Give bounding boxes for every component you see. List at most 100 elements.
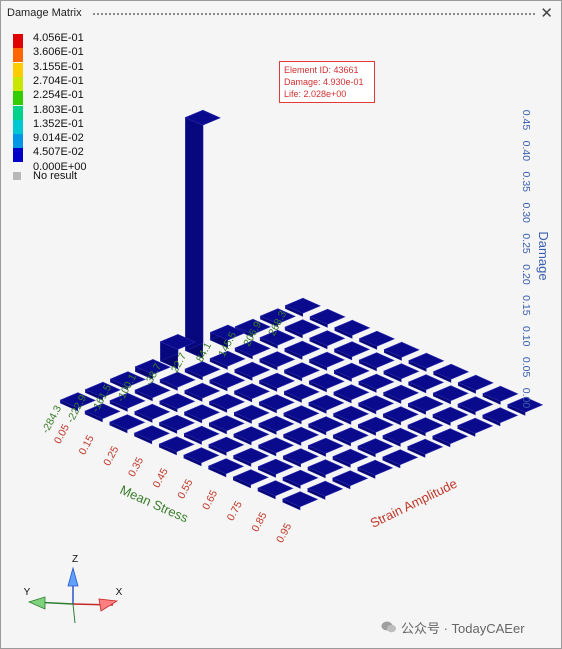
damage-cell	[307, 480, 344, 500]
strain-tick-label: 0.45	[151, 466, 171, 490]
damage-cell	[159, 393, 196, 413]
damage-cell	[383, 363, 420, 383]
y-arrow-icon	[27, 596, 46, 610]
legend-label: 4.507E-02	[33, 146, 84, 159]
bar-face-top	[357, 438, 394, 455]
triad-stem	[72, 603, 76, 624]
bar-face-top	[507, 396, 544, 413]
bar-face-top	[234, 361, 271, 378]
damage-cell	[134, 358, 171, 380]
bar-face-top	[382, 427, 419, 444]
damage-cell	[309, 330, 346, 350]
bar-face-top	[233, 404, 270, 421]
bar-face-top	[284, 319, 321, 336]
bar-face-top	[207, 458, 245, 475]
legend-swatch	[13, 148, 23, 163]
damage-cell	[382, 406, 419, 426]
damage-cell	[334, 319, 371, 339]
bar-face-top	[159, 371, 196, 388]
bar-face-top	[184, 361, 221, 378]
legend-label: 0.000E+00	[33, 160, 87, 173]
damage-cell	[282, 469, 319, 489]
bar-face-top	[358, 373, 395, 390]
bar-face-top	[134, 359, 171, 375]
bar-face-top	[407, 438, 444, 455]
strain-tick-label: 0.15	[77, 433, 97, 457]
bar-face-top	[332, 405, 370, 422]
drag-handle[interactable]	[93, 13, 535, 15]
strain-tick-label: 0.35	[126, 455, 146, 479]
damage-cell	[283, 362, 321, 382]
damage-cell	[84, 403, 121, 423]
damage-cell	[284, 297, 321, 317]
bar-face-top	[134, 382, 171, 399]
damage-cell	[84, 381, 121, 401]
bar-face-top	[159, 334, 196, 350]
damage-cell	[307, 416, 345, 436]
bar-face-top	[332, 470, 369, 487]
bar-face-top	[209, 324, 246, 341]
legend-label: 3.155E-01	[33, 60, 84, 73]
damage-cell	[232, 469, 269, 489]
legend-label: 9.014E-02	[33, 132, 84, 145]
damage-cell	[207, 458, 245, 478]
damage-cell	[158, 436, 195, 456]
damage-cell	[407, 417, 444, 437]
damage-cell	[383, 341, 420, 361]
damage-tick-label: 0.30	[520, 202, 532, 223]
strain-tick-label: 0.85	[249, 510, 269, 534]
strain-tick-label: 0.65	[200, 488, 220, 512]
bar-face-top	[284, 340, 321, 357]
damage-cell	[282, 448, 319, 468]
damage-cell	[257, 458, 294, 478]
damage-cell	[307, 459, 344, 479]
bar-face-top	[258, 394, 295, 411]
damage-cell	[134, 382, 171, 402]
bar-face-top	[232, 447, 270, 464]
title-bar[interactable]: Damage Matrix ✕	[1, 1, 561, 27]
bar-face-top	[457, 396, 494, 413]
bar-face-top	[233, 383, 271, 400]
bar-face-top	[133, 425, 171, 442]
bar-face-top	[209, 372, 246, 389]
bar-face-top	[257, 458, 294, 475]
legend-swatch	[13, 134, 23, 149]
bar-face-top	[59, 392, 96, 409]
legend-swatch	[13, 105, 23, 120]
damage-cell	[234, 318, 271, 338]
damage-cell	[283, 383, 320, 403]
bar-face-top	[259, 351, 296, 368]
damage-cell	[183, 425, 220, 445]
damage-cell	[332, 405, 370, 425]
strain-axis-title: Strain Amplitude	[368, 476, 460, 531]
damage-cell	[258, 394, 295, 414]
damage-cell	[482, 407, 519, 427]
strain-tick-label: 0.55	[175, 477, 195, 501]
triad-z-label: Z	[72, 554, 78, 565]
bar-face-top	[232, 469, 269, 486]
bar-face-top	[208, 393, 246, 410]
damage-cell	[209, 350, 246, 370]
bar-face-top	[307, 480, 344, 497]
bar-face-top	[257, 437, 295, 454]
legend-label: 3.606E-01	[33, 46, 84, 59]
damage-cell	[358, 352, 395, 372]
damage-cell	[457, 396, 494, 416]
bar-face-top	[184, 109, 221, 126]
bar-face-top	[307, 416, 345, 433]
damage-cell	[358, 330, 396, 350]
x-arrow-icon	[98, 598, 119, 612]
legend-label: 1.803E-01	[33, 103, 84, 116]
bar-face-top	[407, 395, 444, 412]
close-icon[interactable]: ✕	[540, 5, 553, 22]
damage-cell	[258, 372, 296, 392]
legend-swatch	[13, 119, 23, 134]
damage-cell	[408, 352, 445, 372]
damage-cell	[407, 374, 445, 394]
damage-cell	[109, 414, 146, 434]
bar-face-top	[358, 352, 395, 369]
damage-tick-label: 0.45	[520, 110, 532, 131]
bar-face-top	[334, 319, 371, 336]
